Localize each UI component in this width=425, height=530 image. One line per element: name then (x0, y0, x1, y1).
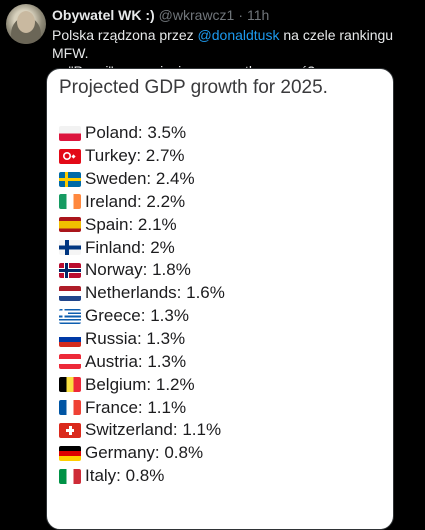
text-before-mention: Polska rządzona przez (52, 27, 198, 43)
fi-flag-icon (59, 240, 81, 256)
list-item-text: Poland: 3.5% (85, 123, 187, 143)
list-item: Finland: 2% (59, 236, 225, 259)
list-item-text: Austria: 1.3% (85, 351, 187, 371)
author-avatar[interactable] (6, 4, 46, 44)
tweet-header: Obywatel WK :) @wkrawcz1 · 11h (52, 5, 419, 25)
list-item: Belgium: 1.2% (59, 373, 225, 396)
list-item-text: Belgium: 1.2% (85, 374, 195, 394)
list-item-text: Italy: 0.8% (85, 466, 165, 486)
ru-flag-icon (59, 331, 81, 347)
list-item-text: Spain: 2.1% (85, 214, 177, 234)
tweet-time[interactable]: 11h (247, 7, 270, 23)
at-flag-icon (59, 354, 81, 370)
list-item: Russia: 1.3% (59, 328, 225, 351)
list-item: Italy: 0.8% (59, 465, 225, 488)
be-flag-icon (59, 377, 81, 393)
list-item: Germany: 0.8% (59, 442, 225, 465)
gdp-list: Poland: 3.5% Turkey: 2.7% Sweden: 2.4% I… (59, 122, 225, 488)
gr-flag-icon (59, 308, 81, 324)
fr-flag-icon (59, 400, 81, 416)
list-item-text: Netherlands: 1.6% (85, 283, 225, 303)
author-handle[interactable]: @wkrawcz1 (158, 7, 235, 23)
list-item-text: Russia: 1.3% (85, 329, 186, 349)
list-item: Sweden: 2.4% (59, 168, 225, 191)
list-item-text: Finland: 2% (85, 237, 175, 257)
image-title: Projected GDP growth for 2025. (59, 77, 328, 98)
nl-flag-icon (59, 285, 81, 301)
list-item: Switzerland: 1.1% (59, 419, 225, 442)
list-item-text: Ireland: 2.2% (85, 191, 186, 211)
author-name[interactable]: Obywatel WK :) (52, 7, 155, 23)
de-flag-icon (59, 445, 81, 461)
text-after-mention: na czele rankingu MFW. (52, 27, 394, 61)
list-item-text: Germany: 0.8% (85, 443, 204, 463)
list-item: Netherlands: 1.6% (59, 282, 225, 305)
list-item-text: Norway: 1.8% (85, 260, 191, 280)
list-item: France: 1.1% (59, 396, 225, 419)
list-item: Spain: 2.1% (59, 213, 225, 236)
list-item: Norway: 1.8% (59, 259, 225, 282)
es-flag-icon (59, 217, 81, 233)
list-item-text: France: 1.1% (85, 397, 187, 417)
tr-flag-icon (59, 148, 81, 164)
pl-flag-icon (59, 125, 81, 141)
list-item: Greece: 1.3% (59, 305, 225, 328)
ie-flag-icon (59, 194, 81, 210)
list-item-text: Switzerland: 1.1% (85, 420, 222, 440)
it-flag-icon (59, 468, 81, 484)
avatar-photo (17, 11, 35, 33)
ch-flag-icon (59, 422, 81, 438)
tweet-text-line-1: Polska rządzona przez @donaldtusk na cze… (52, 26, 419, 62)
se-flag-icon (59, 171, 81, 187)
list-item: Poland: 3.5% (59, 122, 225, 145)
separator-dot: · (238, 7, 244, 23)
no-flag-icon (59, 262, 81, 278)
list-item: Ireland: 2.2% (59, 191, 225, 214)
attached-image[interactable]: Projected GDP growth for 2025. Poland: 3… (46, 68, 394, 530)
list-item-text: Sweden: 2.4% (85, 169, 195, 189)
list-item: Austria: 1.3% (59, 350, 225, 373)
list-item: Turkey: 2.7% (59, 145, 225, 168)
list-item-text: Greece: 1.3% (85, 306, 189, 326)
list-item-text: Turkey: 2.7% (85, 146, 185, 166)
mention-link[interactable]: @donaldtusk (197, 27, 280, 43)
